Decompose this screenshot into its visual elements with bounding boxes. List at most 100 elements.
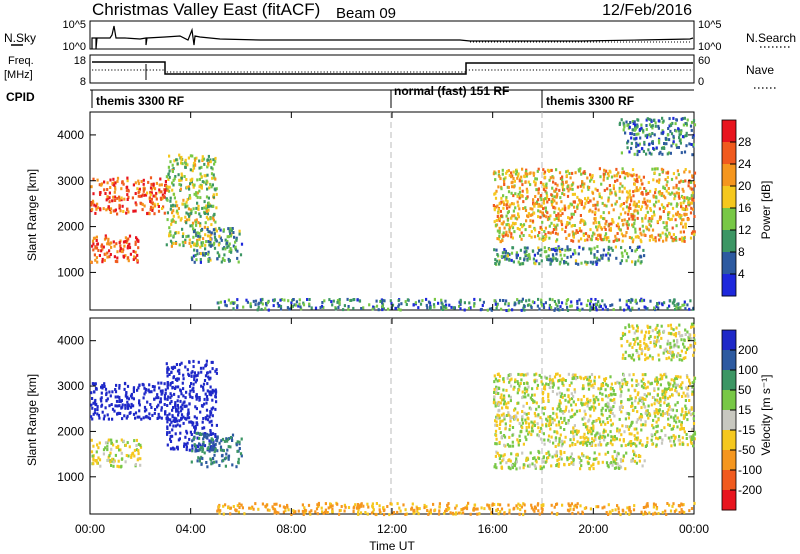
velocity-cell [192,421,195,425]
power-cell [586,176,589,180]
power-cell [199,224,202,228]
power-cell [569,187,572,191]
velocity-cell [147,388,150,392]
power-cell [656,302,659,305]
velocity-cell [158,415,161,419]
power-cell [501,239,504,242]
power-cell [204,252,207,255]
power-cell [166,198,169,202]
power-cell [657,124,660,128]
velocity-cell [512,415,516,419]
power-cell [635,136,638,140]
power-cell [202,253,205,257]
velocity-cell [166,420,169,424]
velocity-cell [168,373,171,376]
power-cell [190,256,193,260]
velocity-cell [559,378,562,382]
power-cell [636,189,639,193]
velocity-cell [536,503,539,507]
power-cell [131,196,134,200]
velocity-cell [474,507,477,511]
velocity-cell [553,505,556,509]
power-cell [550,221,553,225]
velocity-cell [668,405,671,409]
velocity-cell [590,373,594,376]
power-cell [545,250,548,254]
velocity-cell [594,406,597,410]
velocity-cell [172,447,175,451]
velocity-cell [622,438,625,441]
power-cell [519,248,522,252]
power-cell [544,197,547,201]
velocity-cell [491,503,494,507]
velocity-cell [449,511,452,515]
velocity-cell [548,374,552,378]
power-cell [600,227,603,231]
power-cell [202,157,206,161]
power-cell [495,219,498,222]
power-cell [200,241,203,245]
power-cell [609,304,612,307]
power-cell [627,191,630,195]
velocity-cell [669,509,673,513]
power-cell [521,183,524,187]
power-cell [124,254,127,258]
velocity-cell [613,414,616,418]
velocity-cell [176,447,179,451]
velocity-cell [175,408,178,411]
power-cell [606,187,609,191]
velocity-cell [531,424,534,428]
velocity-cell [547,434,551,438]
power-cell [681,135,685,139]
power-cell [184,238,187,242]
power-cell [630,146,633,150]
power-cell [622,170,625,174]
velocity-cell [637,391,640,395]
velocity-cell [657,512,660,515]
velocity-cell [503,435,507,439]
velocity-cell [690,438,693,442]
power-cell [179,187,182,191]
velocity-cell [652,418,655,422]
velocity-cell [555,430,558,434]
velocity-cell [124,403,127,407]
power-cell [543,170,547,174]
power-cell [631,306,634,310]
velocity-cell [639,454,642,458]
velocity-cell [564,435,567,439]
power-cell [114,185,117,189]
velocity-cell [178,372,181,375]
power-cell [678,136,681,140]
velocity-cell [592,467,595,471]
power-cell [107,240,110,244]
power-cell [181,235,184,238]
velocity-cell [176,369,180,373]
velocity-cell [503,400,506,404]
power-cell [651,126,654,130]
velocity-cell [620,444,623,448]
velocity-cell [618,381,621,385]
power-cell [582,171,585,175]
velocity-cell [592,457,595,461]
power-cell [220,260,223,264]
velocity-cell [535,401,538,405]
velocity-cell [635,444,638,448]
velocity-cell [278,504,282,508]
power-cell [195,234,198,238]
power-cell [178,182,181,186]
velocity-cell [100,396,103,400]
velocity-cell [347,506,351,509]
power-cell [677,187,680,191]
power-cell [463,301,466,305]
power-cell [580,189,584,193]
power-cell [648,238,651,242]
velocity-cell [505,388,508,392]
power-cell [207,208,210,212]
power-cell [288,307,291,311]
velocity-cell [238,440,241,444]
velocity-cell [108,390,111,394]
power-cell [557,299,560,303]
velocity-cell [498,453,501,457]
velocity-cell [685,407,688,411]
velocity-cell [192,437,196,441]
